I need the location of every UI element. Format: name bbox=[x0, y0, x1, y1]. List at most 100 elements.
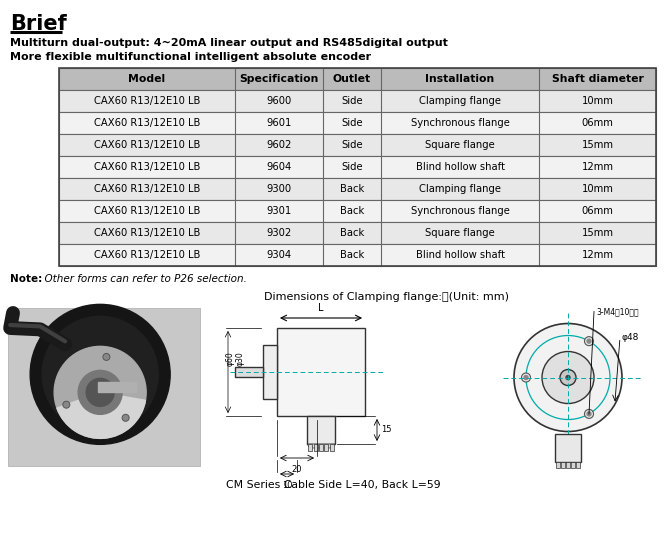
Circle shape bbox=[587, 412, 591, 416]
Text: Side: Side bbox=[341, 162, 363, 172]
Text: φ30: φ30 bbox=[236, 351, 244, 366]
Circle shape bbox=[524, 375, 528, 380]
Circle shape bbox=[521, 373, 531, 382]
Bar bbox=[98, 382, 136, 392]
Text: Installation: Installation bbox=[426, 74, 495, 84]
Text: 15: 15 bbox=[381, 425, 392, 435]
Text: More flexible multifunctional intelligent absolute encoder: More flexible multifunctional intelligen… bbox=[10, 52, 371, 62]
Bar bbox=[330, 444, 334, 451]
Text: CAX60 R13/12E10 LB: CAX60 R13/12E10 LB bbox=[94, 250, 200, 260]
Text: Back: Back bbox=[340, 184, 364, 194]
Text: Outlet: Outlet bbox=[333, 74, 371, 84]
Text: 9604: 9604 bbox=[266, 162, 292, 172]
Text: Model: Model bbox=[129, 74, 166, 84]
Bar bbox=[59, 244, 656, 266]
Text: φ60: φ60 bbox=[226, 351, 234, 366]
Text: 15mm: 15mm bbox=[581, 228, 613, 238]
Bar bbox=[324, 444, 328, 451]
Bar bbox=[555, 434, 581, 461]
Text: 15mm: 15mm bbox=[581, 140, 613, 150]
Text: 9304: 9304 bbox=[266, 250, 292, 260]
Circle shape bbox=[86, 379, 114, 406]
Bar bbox=[319, 444, 323, 451]
Text: 9301: 9301 bbox=[266, 206, 292, 216]
Text: 10: 10 bbox=[282, 481, 292, 490]
Text: 20: 20 bbox=[292, 465, 302, 474]
Text: L: L bbox=[318, 303, 324, 313]
Bar bbox=[556, 461, 560, 467]
Text: 9601: 9601 bbox=[266, 118, 292, 128]
Text: 10mm: 10mm bbox=[581, 96, 613, 106]
Text: Note:: Note: bbox=[10, 274, 42, 284]
Circle shape bbox=[122, 415, 129, 421]
Bar bbox=[59, 68, 656, 90]
Text: 9600: 9600 bbox=[266, 96, 292, 106]
Circle shape bbox=[587, 339, 591, 343]
Circle shape bbox=[78, 370, 122, 415]
Bar bbox=[59, 112, 656, 134]
Wedge shape bbox=[57, 392, 145, 438]
Bar bbox=[59, 222, 656, 244]
Polygon shape bbox=[307, 444, 335, 448]
Text: CAX60 R13/12E10 LB: CAX60 R13/12E10 LB bbox=[94, 96, 200, 106]
Text: Clamping flange: Clamping flange bbox=[419, 96, 501, 106]
Text: CAX60 R13/12E10 LB: CAX60 R13/12E10 LB bbox=[94, 162, 200, 172]
Bar bbox=[571, 461, 575, 467]
Circle shape bbox=[560, 369, 576, 386]
Bar bbox=[307, 416, 335, 444]
Text: Side: Side bbox=[341, 118, 363, 128]
Circle shape bbox=[103, 354, 110, 361]
Text: Blind hollow shaft: Blind hollow shaft bbox=[416, 250, 505, 260]
Text: 12mm: 12mm bbox=[581, 162, 613, 172]
Text: Back: Back bbox=[340, 250, 364, 260]
Text: CM Series Cable Side L=40, Back L=59: CM Series Cable Side L=40, Back L=59 bbox=[226, 480, 440, 490]
Text: 06mm: 06mm bbox=[581, 118, 613, 128]
Text: Specification: Specification bbox=[239, 74, 319, 84]
Text: 3-M4深10均布: 3-M4深10均布 bbox=[596, 307, 639, 316]
Text: Square flange: Square flange bbox=[425, 140, 495, 150]
Bar bbox=[314, 444, 318, 451]
Text: Square flange: Square flange bbox=[425, 228, 495, 238]
Text: Side: Side bbox=[341, 140, 363, 150]
Bar bbox=[576, 461, 579, 467]
Circle shape bbox=[514, 324, 622, 431]
Bar bbox=[566, 461, 569, 467]
Circle shape bbox=[30, 304, 170, 444]
Text: Back: Back bbox=[340, 206, 364, 216]
Bar bbox=[59, 90, 656, 112]
Bar bbox=[59, 200, 656, 222]
Bar bbox=[561, 461, 565, 467]
Bar bbox=[263, 345, 277, 399]
Text: CAX60 R13/12E10 LB: CAX60 R13/12E10 LB bbox=[94, 118, 200, 128]
Text: Blind hollow shaft: Blind hollow shaft bbox=[416, 162, 505, 172]
Text: 12mm: 12mm bbox=[581, 250, 613, 260]
Text: Clamping flange: Clamping flange bbox=[419, 184, 501, 194]
Bar bbox=[59, 68, 656, 266]
Text: φ48: φ48 bbox=[622, 333, 639, 342]
Bar bbox=[277, 328, 365, 416]
Bar bbox=[59, 134, 656, 156]
Circle shape bbox=[42, 317, 158, 432]
Bar bbox=[308, 444, 312, 451]
Text: CAX60 R13/12E10 LB: CAX60 R13/12E10 LB bbox=[94, 140, 200, 150]
Text: Brief: Brief bbox=[10, 14, 67, 34]
Text: Dimensions of Clamping flange:　(Unit: mm): Dimensions of Clamping flange: (Unit: mm… bbox=[264, 292, 509, 302]
Text: 06mm: 06mm bbox=[581, 206, 613, 216]
Text: Side: Side bbox=[341, 96, 363, 106]
Text: Shaft diameter: Shaft diameter bbox=[551, 74, 643, 84]
Circle shape bbox=[566, 375, 570, 380]
Circle shape bbox=[54, 347, 146, 438]
Text: CAX60 R13/12E10 LB: CAX60 R13/12E10 LB bbox=[94, 184, 200, 194]
Circle shape bbox=[585, 337, 593, 345]
Text: CAX60 R13/12E10 LB: CAX60 R13/12E10 LB bbox=[94, 228, 200, 238]
Bar bbox=[235, 367, 263, 377]
Bar bbox=[59, 156, 656, 178]
Text: Other forms can refer to P26 selection.: Other forms can refer to P26 selection. bbox=[38, 274, 247, 284]
Circle shape bbox=[542, 351, 594, 404]
Circle shape bbox=[63, 401, 70, 408]
Text: Synchronous flange: Synchronous flange bbox=[410, 118, 509, 128]
Bar bbox=[8, 308, 200, 466]
Text: Synchronous flange: Synchronous flange bbox=[410, 206, 509, 216]
Text: Multiturn dual-output: 4~20mA linear output and RS485digital output: Multiturn dual-output: 4~20mA linear out… bbox=[10, 38, 448, 48]
Text: 9300: 9300 bbox=[266, 184, 292, 194]
